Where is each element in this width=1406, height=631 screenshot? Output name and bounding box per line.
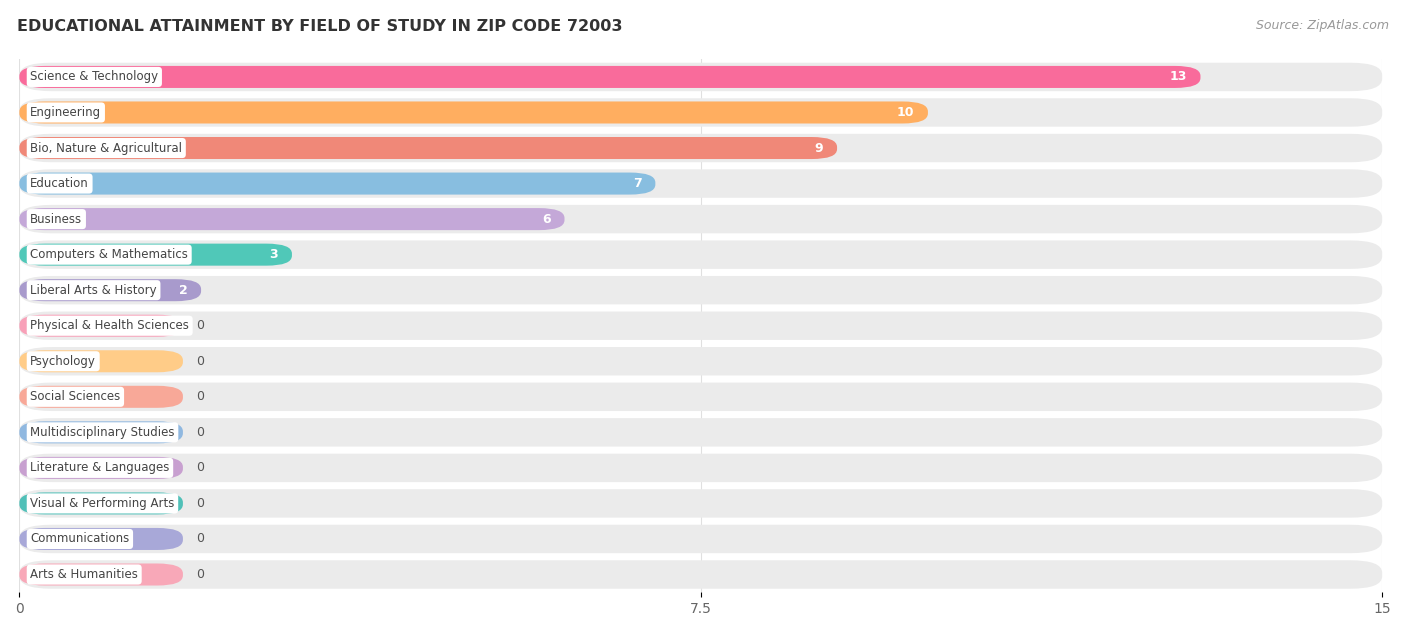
Text: Social Sciences: Social Sciences xyxy=(31,391,121,403)
FancyBboxPatch shape xyxy=(20,350,183,372)
Text: 13: 13 xyxy=(1170,71,1187,83)
Text: Computers & Mathematics: Computers & Mathematics xyxy=(31,248,188,261)
FancyBboxPatch shape xyxy=(20,137,837,159)
FancyBboxPatch shape xyxy=(20,489,1382,517)
FancyBboxPatch shape xyxy=(20,528,183,550)
FancyBboxPatch shape xyxy=(20,62,1382,91)
Text: Physical & Health Sciences: Physical & Health Sciences xyxy=(31,319,190,333)
Text: 0: 0 xyxy=(197,568,204,581)
Text: 0: 0 xyxy=(197,461,204,475)
FancyBboxPatch shape xyxy=(20,279,201,301)
FancyBboxPatch shape xyxy=(20,418,1382,447)
FancyBboxPatch shape xyxy=(20,457,183,479)
FancyBboxPatch shape xyxy=(20,134,1382,162)
FancyBboxPatch shape xyxy=(20,525,1382,553)
Text: Business: Business xyxy=(31,213,83,226)
Text: Multidisciplinary Studies: Multidisciplinary Studies xyxy=(31,426,174,439)
FancyBboxPatch shape xyxy=(20,172,655,194)
Text: Bio, Nature & Agricultural: Bio, Nature & Agricultural xyxy=(31,141,183,155)
Text: 0: 0 xyxy=(197,391,204,403)
Text: Engineering: Engineering xyxy=(31,106,101,119)
Text: 7: 7 xyxy=(633,177,641,190)
FancyBboxPatch shape xyxy=(20,102,928,124)
FancyBboxPatch shape xyxy=(20,382,1382,411)
FancyBboxPatch shape xyxy=(20,386,183,408)
Text: Science & Technology: Science & Technology xyxy=(31,71,159,83)
FancyBboxPatch shape xyxy=(20,66,1201,88)
Text: 0: 0 xyxy=(197,533,204,545)
FancyBboxPatch shape xyxy=(20,208,564,230)
FancyBboxPatch shape xyxy=(20,205,1382,233)
FancyBboxPatch shape xyxy=(20,315,183,337)
FancyBboxPatch shape xyxy=(20,244,292,266)
Text: Liberal Arts & History: Liberal Arts & History xyxy=(31,284,157,297)
Text: 9: 9 xyxy=(815,141,824,155)
Text: 3: 3 xyxy=(270,248,278,261)
FancyBboxPatch shape xyxy=(20,563,183,586)
Text: 0: 0 xyxy=(197,319,204,333)
FancyBboxPatch shape xyxy=(20,422,183,444)
Text: 0: 0 xyxy=(197,355,204,368)
Text: Education: Education xyxy=(31,177,89,190)
FancyBboxPatch shape xyxy=(20,240,1382,269)
Text: Psychology: Psychology xyxy=(31,355,96,368)
FancyBboxPatch shape xyxy=(20,560,1382,589)
Text: Communications: Communications xyxy=(31,533,129,545)
Text: 6: 6 xyxy=(543,213,551,226)
Text: 0: 0 xyxy=(197,497,204,510)
FancyBboxPatch shape xyxy=(20,98,1382,127)
Text: 2: 2 xyxy=(179,284,187,297)
Text: Visual & Performing Arts: Visual & Performing Arts xyxy=(31,497,174,510)
FancyBboxPatch shape xyxy=(20,454,1382,482)
Text: Literature & Languages: Literature & Languages xyxy=(31,461,170,475)
Text: Source: ZipAtlas.com: Source: ZipAtlas.com xyxy=(1256,19,1389,32)
Text: Arts & Humanities: Arts & Humanities xyxy=(31,568,138,581)
FancyBboxPatch shape xyxy=(20,276,1382,304)
FancyBboxPatch shape xyxy=(20,312,1382,340)
Text: EDUCATIONAL ATTAINMENT BY FIELD OF STUDY IN ZIP CODE 72003: EDUCATIONAL ATTAINMENT BY FIELD OF STUDY… xyxy=(17,19,623,34)
FancyBboxPatch shape xyxy=(20,347,1382,375)
Text: 0: 0 xyxy=(197,426,204,439)
FancyBboxPatch shape xyxy=(20,492,183,514)
Text: 10: 10 xyxy=(897,106,914,119)
FancyBboxPatch shape xyxy=(20,169,1382,198)
